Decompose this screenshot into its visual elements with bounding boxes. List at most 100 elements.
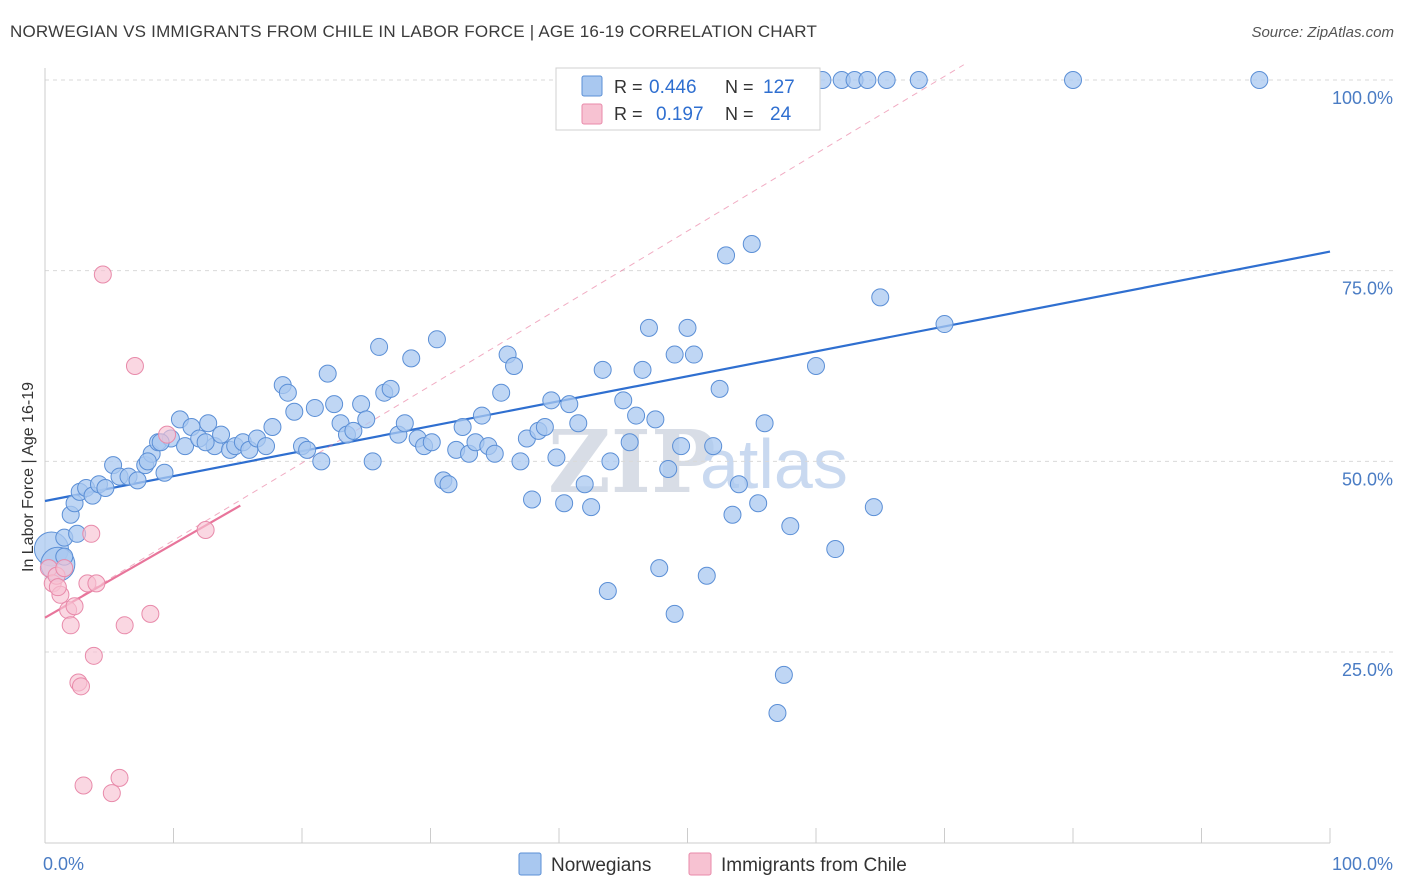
point-norwegians [755,414,774,433]
point-norwegians [646,410,665,429]
axes [44,68,1331,844]
point-norwegians [128,471,147,490]
point-chile [55,559,74,578]
point-norwegians [427,330,446,349]
x-tick-min: 0.0% [43,854,84,874]
point-chile [71,677,90,696]
point-norwegians [492,383,511,402]
legend-n-value-chile: 24 [770,104,792,125]
point-norwegians [729,475,748,494]
point-norwegians [453,418,472,437]
point-norwegians [325,395,344,414]
point-norwegians [665,604,684,623]
trend-line-chile-dashed [44,64,965,619]
stats-legend: R = 0.446 N = 127 R = 0.197 N = 24 [555,67,821,131]
point-norwegians [155,463,174,482]
point-norwegians [485,444,504,463]
series-norwegians [33,71,1269,723]
point-norwegians [422,433,441,452]
bottom-legend-label-chile: Immigrants from Chile [721,855,907,876]
y-tick-label-100: 100.0% [1332,88,1393,108]
point-norwegians [511,452,530,471]
chart-title: NORWEGIAN VS IMMIGRANTS FROM CHILE IN LA… [10,22,818,41]
point-norwegians [614,391,633,410]
point-norwegians [659,459,678,478]
point-norwegians [807,357,825,375]
point-norwegians [633,360,652,379]
trend-line-norwegians [44,250,1331,503]
watermark-atlas: atlas [700,425,848,503]
point-norwegians [601,452,620,471]
point-norwegians [305,398,324,417]
legend-n-label-norwegians: N = [725,77,754,97]
point-norwegians [742,234,761,253]
legend-swatch-chile [581,103,603,125]
point-chile [65,597,84,616]
point-norwegians [523,490,542,509]
point-chile [74,776,93,795]
point-norwegians [352,395,371,414]
point-norwegians [678,318,697,337]
point-norwegians [935,315,954,334]
point-norwegians [505,357,524,375]
legend-r-value-norwegians: 0.446 [649,77,697,98]
point-norwegians [381,379,400,398]
bottom-legend: Norwegians Immigrants from Chile [518,852,907,876]
bottom-legend-swatch-chile [688,852,712,876]
point-norwegians [472,406,491,425]
legend-n-value-norwegians: 127 [763,77,795,98]
point-norwegians [318,364,337,383]
point-norwegians [370,337,389,356]
point-norwegians [582,498,601,517]
point-norwegians [263,418,282,437]
point-chile [82,524,101,543]
point-norwegians [535,418,554,437]
point-norwegians [196,433,215,452]
point-norwegians [176,437,195,456]
point-norwegians [826,540,845,559]
point-chile [125,357,144,375]
bottom-legend-swatch-norwegians [518,852,542,876]
point-norwegians [542,391,561,410]
y-axis-label: In Labor Force | Age 16-19 [20,382,37,572]
legend-swatch-norwegians [581,75,603,97]
point-chile [141,604,160,623]
point-norwegians [598,581,617,600]
point-chile [87,574,106,593]
legend-r-label-norwegians: R = [614,77,643,97]
point-norwegians [909,71,928,89]
point-norwegians [560,395,579,414]
point-norwegians [555,494,574,513]
bottom-legend-label-norwegians: Norwegians [551,855,651,876]
y-tick-label-50: 50.0% [1342,469,1393,489]
point-norwegians [395,414,414,433]
point-norwegians [704,437,723,456]
point-norwegians [547,448,566,467]
point-norwegians [439,475,458,494]
y-tick-label-25: 25.0% [1342,660,1393,680]
point-norwegians [278,383,297,402]
trend-line-chile [44,64,965,619]
point-norwegians [665,345,684,364]
source-label: Source: ZipAtlas.com [1251,24,1394,41]
point-chile [48,578,67,597]
point-chile [115,616,134,635]
point-norwegians [96,479,115,498]
point-norwegians [257,437,276,456]
point-norwegians [344,421,363,440]
point-norwegians [768,704,787,723]
legend-n-label-chile: N = [725,104,754,124]
point-norwegians [697,566,716,585]
point-norwegians [575,475,594,494]
series-chile [39,265,215,803]
point-norwegians [1064,71,1082,89]
point-norwegians [639,318,658,337]
point-norwegians [298,440,317,459]
point-norwegians [569,414,588,433]
point-chile [84,646,103,665]
x-tick-max: 100.0% [1332,854,1393,874]
point-norwegians [877,71,896,89]
point-norwegians [363,452,382,471]
point-norwegians [717,246,736,265]
